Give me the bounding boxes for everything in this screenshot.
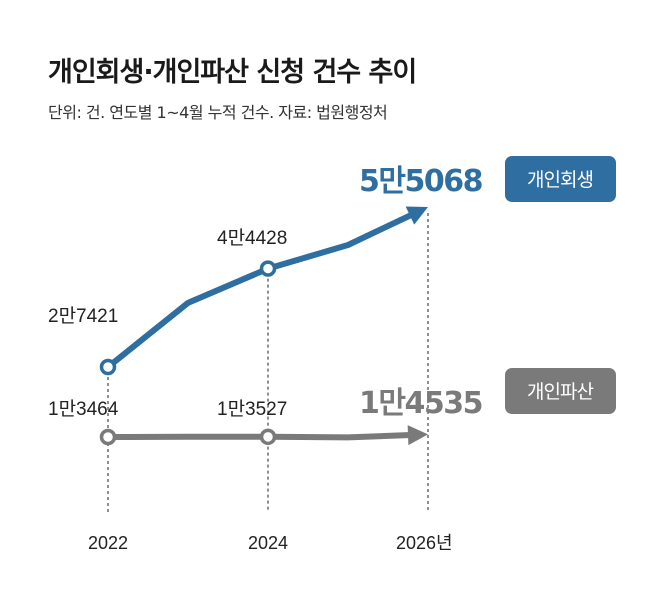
chart-title: 개인회생·개인파산 신청 건수 추이 xyxy=(48,57,417,88)
chart-subtitle: 단위: 건. 연도별 1~4월 누적 건수. 자료: 법원행정처 xyxy=(48,103,388,122)
data-point-2024 xyxy=(259,428,277,446)
data-point-2022 xyxy=(99,428,117,446)
series-arrowhead-rehab xyxy=(405,206,428,225)
data-label-2022: 1만3464 xyxy=(48,398,119,420)
data-label-2022: 2만7421 xyxy=(48,305,118,327)
series-tag-label: 개인파산 xyxy=(527,381,593,403)
series-tag-box xyxy=(505,368,616,414)
data-point-2022 xyxy=(99,358,117,376)
series-tag-label: 개인회생 xyxy=(527,169,593,191)
final-value-label: 5만5068 xyxy=(359,164,483,199)
series-arrowhead-bankrupt xyxy=(407,425,428,446)
x-tick-label: 2022 xyxy=(88,533,128,553)
final-value-label: 1만4535 xyxy=(359,386,482,421)
x-tick-label: 2024 xyxy=(248,533,288,553)
series-tag-box xyxy=(505,156,616,202)
data-label-2024: 1만3527 xyxy=(217,398,287,420)
data-point-2024 xyxy=(259,260,277,277)
x-tick-label: 2026년 xyxy=(396,533,453,553)
data-label-2024: 4만4428 xyxy=(217,227,287,249)
